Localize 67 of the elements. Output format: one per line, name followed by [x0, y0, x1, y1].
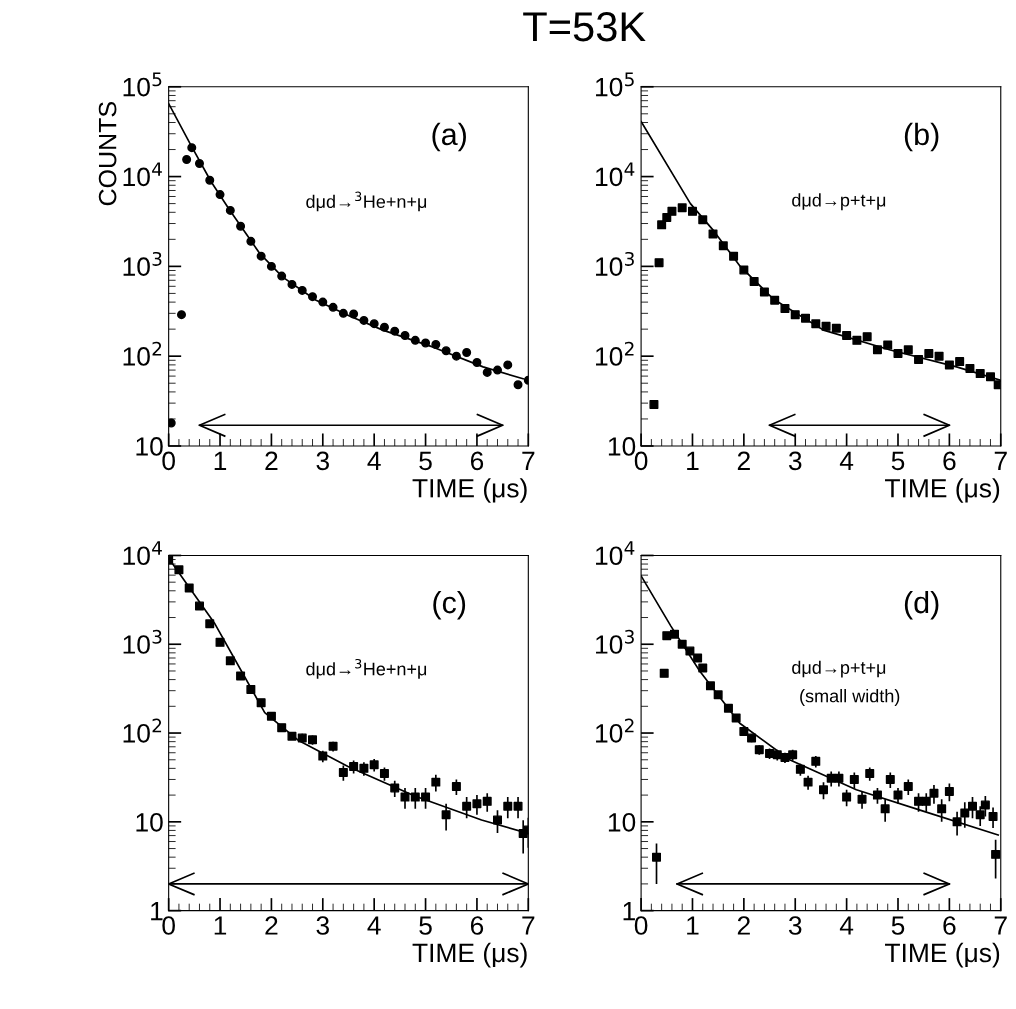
y-tick-label: 10$^{4}$ [596, 541, 635, 566]
y-tick-label: 1 [623, 902, 635, 921]
annotation: dμd→p+t+μ [792, 193, 886, 211]
x-tick-label: 6 [943, 451, 956, 471]
y-tick-label: 10 [136, 812, 163, 832]
y-tick-label: 10$^{3}$ [123, 629, 162, 654]
y-tick-label: 10$^{5}$ [123, 72, 162, 97]
y-tick-label: 10$^{2}$ [123, 718, 162, 743]
y-tick-label: 10$^{4}$ [123, 162, 162, 187]
annotation: (b) [904, 122, 939, 152]
annotation: (c) [433, 590, 466, 620]
annotation: (small width) [800, 689, 900, 706]
x-tick-label: 0 [162, 916, 175, 935]
x-tick-label: 6 [470, 451, 484, 471]
x-tick-label: 6 [470, 916, 484, 935]
y-tick-label: 10$^{4}$ [596, 162, 635, 187]
x-tick-label: 4 [839, 916, 854, 935]
x-tick-label: 4 [839, 451, 854, 470]
x-axis-title: TIME (μs) [885, 942, 1000, 968]
x-tick-label: 0 [162, 451, 175, 471]
x-tick-label: 1 [214, 451, 227, 470]
y-tick-label: 10$^{3}$ [123, 251, 162, 276]
y-tick-label: 10 [136, 437, 163, 456]
x-tick-label: 1 [687, 451, 699, 470]
x-tick-label: 7 [522, 916, 535, 935]
x-tick-label: 5 [419, 451, 432, 471]
annotation: (a) [432, 122, 466, 152]
chart-title: T=53K [523, 11, 646, 42]
x-axis-title: TIME (μs) [412, 942, 527, 968]
x-tick-label: 7 [994, 451, 1007, 470]
x-tick-label: 5 [891, 451, 905, 471]
x-tick-label: 6 [943, 916, 956, 935]
x-tick-label: 2 [265, 451, 278, 470]
y-tick-label: 10$^{3}$ [596, 251, 634, 276]
x-axis-title: TIME (μs) [885, 478, 1000, 503]
y-tick-label: 10$^{2}$ [596, 718, 634, 743]
x-tick-label: 4 [367, 916, 381, 935]
x-tick-label: 5 [891, 916, 905, 935]
y-tick-label: 10 [608, 812, 636, 832]
y-tick-label: 10$^{2}$ [123, 341, 162, 366]
x-tick-label: 3 [788, 916, 802, 935]
x-tick-label: 0 [634, 451, 648, 471]
y-tick-label: 10$^{5}$ [596, 72, 634, 97]
x-tick-label: 2 [265, 916, 278, 935]
x-tick-label: 0 [634, 916, 648, 935]
y-tick-label: 10$^{2}$ [596, 341, 634, 366]
y-tick-label: 10$^{3}$ [596, 629, 634, 654]
x-tick-label: 3 [316, 916, 329, 935]
x-tick-label: 7 [994, 916, 1007, 935]
annotation: dμd→p+t+μ [792, 660, 886, 678]
x-tick-label: 1 [214, 916, 227, 935]
y-tick-label: 10$^{4}$ [123, 541, 162, 566]
x-tick-label: 7 [522, 451, 535, 470]
y-axis-title: COUNTS [98, 102, 117, 206]
x-tick-label: 2 [737, 451, 750, 470]
x-tick-label: 3 [316, 451, 329, 471]
x-tick-label: 3 [788, 451, 802, 471]
annotation: dμd→$^{3}$He+n+μ [306, 658, 427, 679]
x-tick-label: 5 [419, 916, 432, 935]
annotation: (d) [904, 590, 939, 620]
x-axis-title: TIME (μs) [412, 478, 527, 503]
x-tick-label: 1 [687, 916, 699, 935]
annotation: dμd→$^{3}$He+n+μ [306, 191, 427, 212]
y-tick-label: 1 [151, 902, 163, 921]
y-tick-label: 10 [608, 437, 636, 456]
x-tick-label: 2 [737, 916, 750, 935]
x-tick-label: 4 [367, 451, 381, 470]
